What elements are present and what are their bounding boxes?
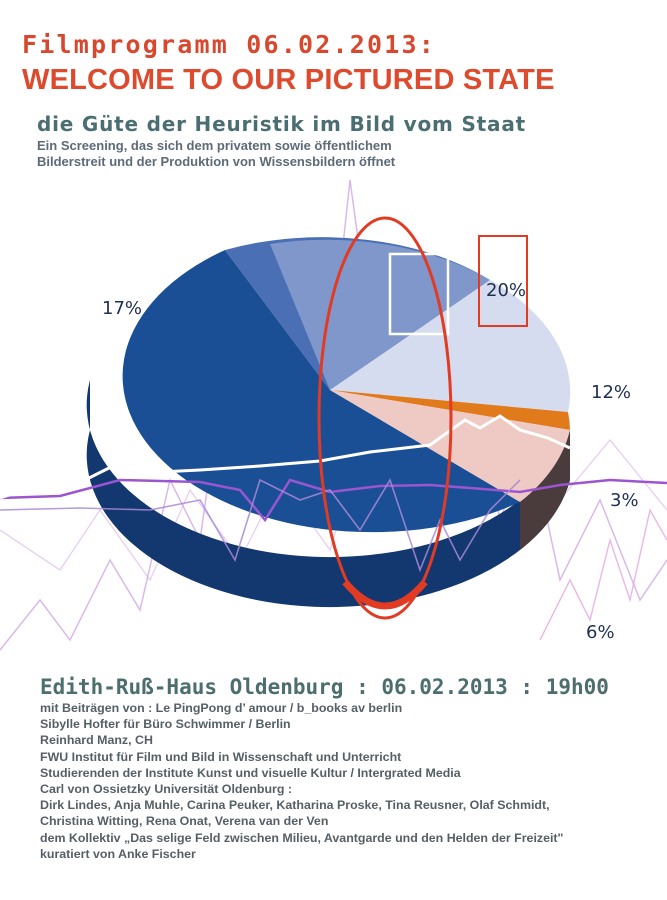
subtitle: die Güte der Heuristik im Bild vom Staat xyxy=(37,112,526,136)
description-line-1: Ein Screening, das sich dem privatem sow… xyxy=(37,138,392,153)
venue-line: Edith-Ruß-Haus Oldenburg : 06.02.2013 : … xyxy=(40,675,609,699)
credit-line: kuratiert von Anke Fischer xyxy=(40,846,196,861)
purple-line-front xyxy=(0,478,667,523)
pie-chart-artwork: 17% 20% 12% 3% 6% xyxy=(0,180,667,651)
white-outline-box xyxy=(388,252,450,336)
label-12-percent: 12% xyxy=(591,382,631,403)
pink-line-right xyxy=(539,508,667,641)
credit-line: FWU Institut für Film und Bild in Wissen… xyxy=(40,749,402,764)
pie-slice-light-blue xyxy=(330,280,571,412)
label-17-percent: 17% xyxy=(102,298,142,319)
credit-line: Dirk Lindes, Anja Muhle, Carina Peuker, … xyxy=(40,798,550,813)
pie-top xyxy=(122,237,571,533)
credit-line: Reinhard Manz, CH xyxy=(40,733,153,748)
credit-line: mit Beiträgen von : Le PingPong d’ amour… xyxy=(40,701,403,715)
red-ellipse-bottom-accent xyxy=(342,579,428,610)
headline: WELCOME TO OUR PICTURED STATE xyxy=(22,64,555,96)
white-trend-line xyxy=(0,414,571,500)
credit-line: Christina Witting, Rena Onat, Verena van… xyxy=(40,814,329,829)
credit-line: Sibylle Hofter für Büro Schwimmer / Berl… xyxy=(40,717,291,732)
credit-line: Carl von Ossietzky Universität Oldenburg… xyxy=(40,782,293,797)
lavender-line-front xyxy=(0,478,521,573)
credits-list: mit Beiträgen von : Le PingPong d’ amour… xyxy=(40,700,563,862)
description-line-2: Bilderstreit und der Produktion von Wiss… xyxy=(37,154,396,169)
red-outline-box xyxy=(478,235,528,327)
label-20-percent: 20% xyxy=(486,280,526,301)
credit-line: dem Kollektiv „Das selige Feld zwischen … xyxy=(40,830,564,845)
pie-slice-mid-blue-2 xyxy=(270,239,490,390)
label-3-percent: 3% xyxy=(610,490,639,511)
pie-slice-dark-blue xyxy=(122,250,521,533)
label-6-percent: 6% xyxy=(586,622,615,643)
red-ellipse xyxy=(317,216,453,620)
program-title: Filmprogramm 06.02.2013: xyxy=(22,30,437,59)
credit-line: Studierenden der Institute Kunst und vis… xyxy=(40,765,461,780)
